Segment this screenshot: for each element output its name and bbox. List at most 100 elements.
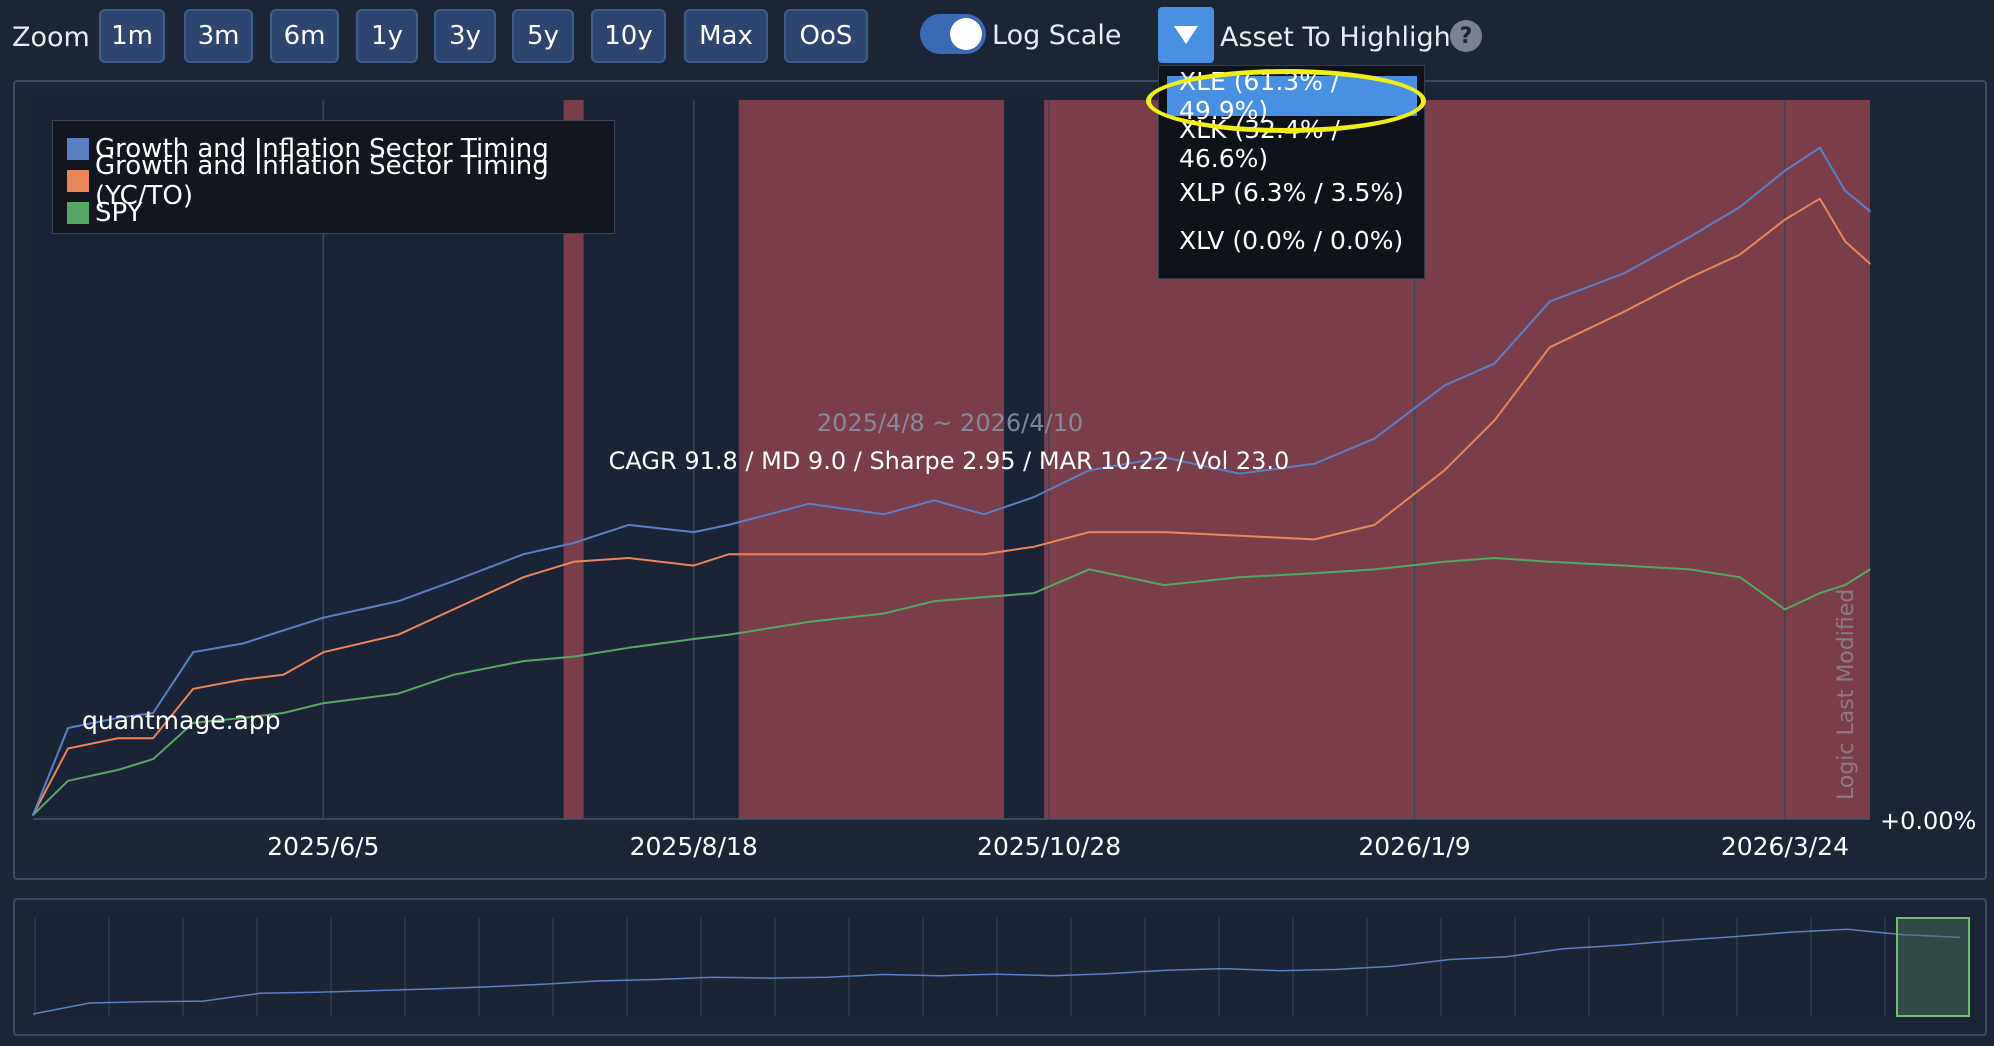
chart-legend: Growth and Inflation Sector Timing Growt…: [52, 120, 615, 234]
series-point: [452, 608, 455, 611]
series-point: [1869, 262, 1871, 265]
series-point: [1443, 561, 1446, 563]
series-point: [1548, 300, 1551, 303]
zoom-3y-button[interactable]: 3y: [434, 9, 496, 63]
series-point: [242, 717, 244, 719]
series-point: [1623, 564, 1626, 567]
series-point: [572, 542, 575, 544]
zoom-1m-button[interactable]: 1m: [99, 9, 165, 63]
series-point: [117, 737, 119, 739]
series-point: [397, 600, 400, 602]
series-point: [1689, 568, 1691, 571]
series-point: [322, 651, 325, 653]
navigator-panel: [13, 898, 1987, 1036]
series-point: [883, 513, 885, 516]
series-point: [1784, 218, 1786, 221]
x-tick-label: 2026/3/24: [1721, 832, 1849, 861]
series-point: [1088, 568, 1090, 571]
series-point: [1238, 534, 1241, 537]
zoom-10y-button[interactable]: 10y: [591, 9, 666, 63]
dropdown-item-xlp[interactable]: XLP (6.3% / 3.5%): [1179, 177, 1404, 207]
series-point: [933, 499, 935, 502]
legend-item[interactable]: Growth and Inflation Sector Timing (YC/T…: [67, 151, 614, 211]
series-point: [1739, 253, 1741, 256]
series-point: [522, 553, 525, 555]
legend-label: Growth and Inflation Sector Timing (YC/T…: [95, 151, 549, 211]
dropdown-item-xlv[interactable]: XLV (0.0% / 0.0%): [1179, 225, 1404, 255]
series-point: [1163, 456, 1165, 459]
toggle-knob: [950, 18, 982, 50]
series-point: [1784, 169, 1786, 172]
series-point: [282, 674, 285, 676]
series-point: [1238, 576, 1241, 578]
series-point: [452, 580, 455, 582]
series-point: [192, 722, 194, 724]
legend-swatch: [67, 202, 89, 224]
date-range-label: 2025/4/8 ~ 2026/4/10: [817, 409, 1083, 437]
series-point: [117, 769, 119, 771]
series-point: [1819, 197, 1821, 200]
dropdown-item-xle[interactable]: XLE (61.3% / 49.9%): [1167, 67, 1417, 125]
zoom-max-button[interactable]: Max: [684, 9, 768, 63]
legend-swatch: [67, 170, 89, 192]
toolbar: Zoom 1m 3m 6m 1y 3y 5y 10y Max OoS Log S…: [0, 0, 1994, 80]
series-point: [1033, 545, 1035, 548]
series-point: [1869, 210, 1871, 212]
series-point: [1373, 568, 1376, 571]
series-point: [728, 633, 730, 636]
series-point: [983, 596, 985, 598]
navigator-selection-handle[interactable]: [1896, 917, 1970, 1017]
series-point: [32, 814, 34, 816]
series-point: [1548, 561, 1551, 563]
series-point: [117, 717, 119, 719]
series-point: [67, 780, 69, 782]
series-point: [1689, 236, 1691, 238]
asset-highlight-label: Asset To Highlight: [1220, 22, 1462, 53]
navigator-series-line: [32, 928, 1961, 1015]
series-point: [397, 692, 400, 695]
series-point: [1739, 576, 1741, 578]
series-point: [1443, 384, 1446, 387]
series-point: [883, 612, 885, 615]
series-point: [572, 655, 575, 658]
help-icon[interactable]: ?: [1450, 20, 1482, 52]
series-point: [1844, 584, 1846, 586]
series-point: [808, 621, 810, 623]
legend-item[interactable]: SPY: [67, 197, 614, 229]
navigator-background: [33, 916, 1970, 1018]
chevron-down-icon: [1174, 26, 1198, 44]
legend-label: Growth and Inflation Sector Timing: [95, 134, 549, 164]
series-point: [1033, 592, 1035, 594]
series-point: [452, 674, 455, 676]
zoom-3m-button[interactable]: 3m: [184, 9, 253, 63]
zoom-oos-button[interactable]: OoS: [784, 9, 868, 63]
zoom-6m-button[interactable]: 6m: [270, 9, 339, 63]
series-point: [192, 651, 194, 653]
legend-item[interactable]: Growth and Inflation Sector Timing: [67, 133, 614, 165]
series-point: [627, 647, 630, 649]
series-point: [1313, 463, 1316, 465]
zoom-5y-button[interactable]: 5y: [512, 9, 574, 63]
zoom-1y-button[interactable]: 1y: [356, 9, 418, 63]
series-point: [1623, 310, 1626, 313]
series-point: [1373, 437, 1376, 440]
series-point: [192, 688, 194, 690]
series-point: [1493, 419, 1496, 422]
series-point: [522, 576, 525, 578]
log-scale-toggle[interactable]: [920, 14, 986, 54]
series-point: [1163, 531, 1165, 533]
dropdown-item-xlk[interactable]: XLK (32.4% / 46.6%): [1179, 115, 1340, 173]
series-point: [1739, 206, 1741, 208]
series-point: [1033, 496, 1035, 498]
y-axis-label: +0.00%: [1880, 807, 1976, 835]
highlight-band: [738, 100, 1005, 819]
series-point: [1493, 362, 1496, 365]
x-tick-label: 2025/8/18: [630, 832, 758, 861]
series-point: [692, 531, 695, 533]
series-point: [1819, 146, 1821, 149]
series-point: [1088, 531, 1090, 533]
series-point: [572, 561, 575, 563]
series-point: [728, 553, 730, 555]
log-scale-label: Log Scale: [992, 20, 1122, 51]
asset-dropdown-button[interactable]: [1158, 7, 1214, 63]
